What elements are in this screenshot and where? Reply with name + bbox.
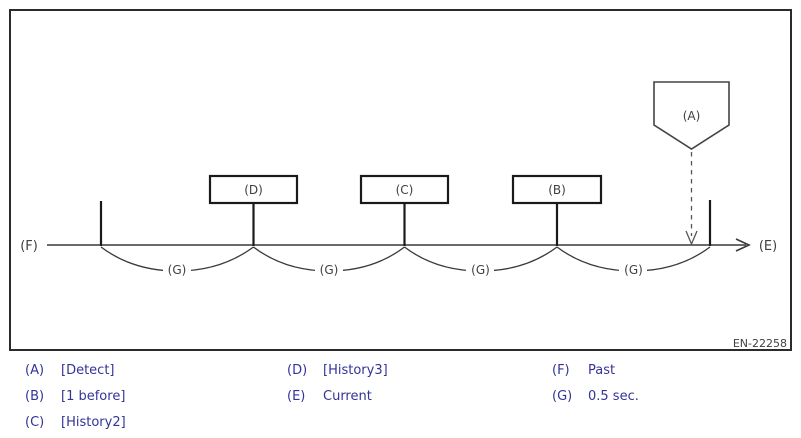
interval-2-label-bg: [315, 262, 343, 277]
legend-value: [1 before]: [61, 389, 126, 404]
detect-marker: (A): [653, 81, 730, 246]
legend-key: (B): [25, 389, 45, 404]
interval-1: (G): [100, 246, 254, 277]
history2-box-border: [359, 174, 450, 205]
legend-item-one-before: (B) [1 before]: [25, 384, 126, 410]
legend-item-current: (E) Current: [287, 384, 388, 410]
one-before-box-label: (B): [548, 183, 566, 197]
legend: (A) [Detect] (B) [1 before] (C) [History…: [0, 358, 801, 438]
one-before-box: (B): [511, 174, 603, 246]
legend-column-3: (F) Past (G) 0.5 sec.: [552, 358, 639, 410]
detect-pentagon-icon: [653, 81, 730, 150]
legend-key: (F): [552, 363, 570, 378]
current-label: (E): [759, 239, 777, 254]
legend-item-interval: (G) 0.5 sec.: [552, 384, 639, 410]
legend-value: [Detect]: [61, 363, 115, 378]
history3-box-label: (D): [244, 183, 263, 197]
legend-value: [History3]: [323, 363, 388, 378]
history2-box-label: (C): [396, 183, 414, 197]
legend-key: (D): [287, 363, 308, 378]
interval-2-label: (G): [320, 263, 339, 277]
legend-item-detect: (A) [Detect]: [25, 358, 126, 384]
interval-4: (G): [556, 246, 711, 277]
interval-3-label: (G): [471, 263, 490, 277]
interval-3-label-bg: [466, 262, 494, 277]
legend-value: Past: [588, 363, 616, 378]
history3-box: (D): [208, 174, 299, 246]
legend-column-2: (D) [History3] (E) Current: [287, 358, 388, 410]
legend-item-history2: (C) [History2]: [25, 410, 126, 436]
one-before-box-border: [511, 174, 603, 205]
interval-1-label: (G): [168, 263, 187, 277]
detect-marker-label: (A): [683, 109, 701, 123]
legend-key: (E): [287, 389, 306, 404]
history3-box-border: [208, 174, 299, 205]
timeline-arrowhead-icon: [735, 238, 751, 252]
legend-key: (C): [25, 415, 45, 430]
past-label: (F): [20, 239, 38, 254]
detect-arrowhead-icon: [685, 230, 698, 246]
interval-3: (G): [404, 246, 558, 277]
legend-item-past: (F) Past: [552, 358, 639, 384]
legend-value: 0.5 sec.: [588, 389, 639, 404]
interval-1-label-bg: [163, 262, 191, 277]
legend-column-1: (A) [Detect] (B) [1 before] (C) [History…: [25, 358, 126, 436]
interval-4-label-bg: [619, 262, 647, 277]
interval-2: (G): [253, 246, 405, 277]
legend-value: [History2]: [61, 415, 126, 430]
reference-code: EN-22258: [733, 337, 787, 350]
legend-key: (G): [552, 389, 573, 404]
timeline-diagram: (F) (E) (D) (C) (B) (A): [9, 9, 792, 351]
legend-value: Current: [323, 389, 372, 404]
history2-box: (C): [359, 174, 450, 246]
legend-item-history3: (D) [History3]: [287, 358, 388, 384]
legend-key: (A): [25, 363, 45, 378]
interval-4-label: (G): [624, 263, 643, 277]
